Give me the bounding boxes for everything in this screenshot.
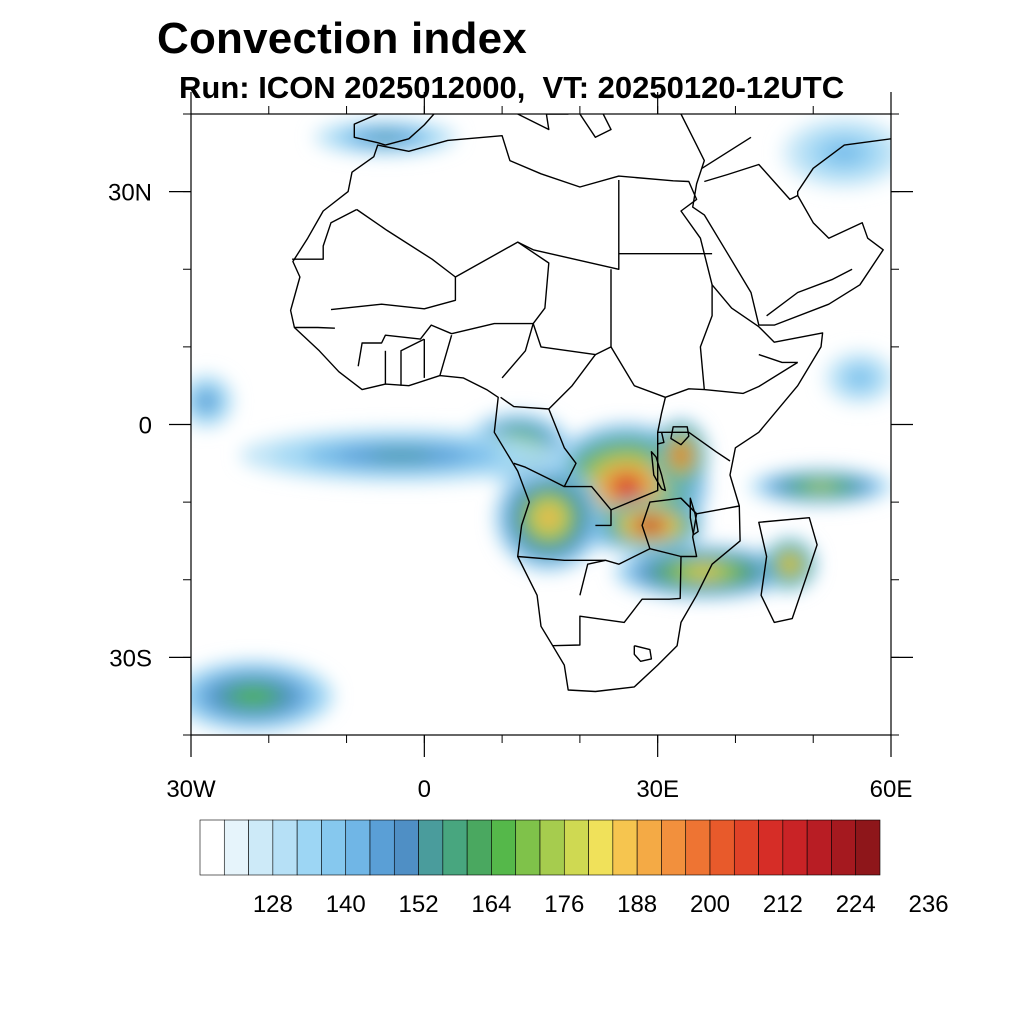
colorbar-box xyxy=(636,819,662,876)
border-line-22 xyxy=(357,322,534,367)
colorbar-box xyxy=(296,819,322,876)
border-line-28 xyxy=(766,268,853,317)
field-atlantic-west-blob-level-4 xyxy=(201,395,212,407)
border-line-2 xyxy=(330,277,457,311)
border-line-14 xyxy=(680,497,740,515)
field-indian-ocean-north-level-4 xyxy=(852,372,868,384)
colorbar-label: 176 xyxy=(544,891,584,918)
colorbar-box xyxy=(515,819,541,876)
field-south-atlantic-storm-level-4 xyxy=(237,689,270,704)
colorbar-box xyxy=(321,819,347,876)
field-north-arabia-cloud-level-4 xyxy=(831,145,857,160)
greece-coastline xyxy=(579,114,612,138)
map-frame: 30W 0 30E 60E 30N 0 30S xyxy=(108,92,913,803)
colorbar-label: 128 xyxy=(253,891,293,918)
border-line-0 xyxy=(356,180,620,278)
map-subtitle: Run: ICON 2025012000, VT: 20250120-12UTC xyxy=(179,70,845,105)
border-line-13 xyxy=(657,431,731,462)
lon-tick-label: 0 xyxy=(418,776,431,803)
colorbar-label: 152 xyxy=(399,891,439,918)
field-madagascar-east-level-4 xyxy=(784,558,796,570)
lake-tanganyika xyxy=(650,451,667,492)
colorbar-box xyxy=(831,819,857,876)
border-line-25 xyxy=(501,323,534,379)
colorbar-box xyxy=(442,819,468,876)
colorbar-box xyxy=(855,819,881,876)
map-title: Convection index xyxy=(157,14,527,63)
convection-field xyxy=(191,117,891,732)
border-line-10 xyxy=(579,559,606,596)
lake-malawi xyxy=(689,497,699,536)
colorbar-box xyxy=(661,819,687,876)
border-line-1 xyxy=(292,208,358,260)
colorbar-box xyxy=(345,819,371,876)
colorbar-label: 212 xyxy=(763,891,803,918)
colorbar-box xyxy=(369,819,395,876)
colorbar-box xyxy=(418,819,444,876)
border-line-3 xyxy=(517,241,612,356)
colorbar-box xyxy=(393,819,419,876)
colorbar-box xyxy=(806,819,832,876)
lon-tick-label: 30E xyxy=(636,776,679,803)
lat-tick-label: 0 xyxy=(139,413,152,440)
colorbar-box xyxy=(733,819,759,876)
colorbar-label: 200 xyxy=(690,891,730,918)
colorbar-box xyxy=(612,819,638,876)
arabia-coastline xyxy=(680,114,891,326)
field-zambia-malawi-hot-level-4 xyxy=(639,520,661,531)
colorbar-box xyxy=(539,819,565,876)
field-central-africa-core-level-4 xyxy=(610,474,643,500)
border-line-23 xyxy=(294,326,335,329)
colorbar-box xyxy=(248,819,274,876)
border-line-18 xyxy=(758,353,798,364)
border-line-16 xyxy=(633,645,653,662)
colorbar-box xyxy=(223,819,249,876)
border-line-26 xyxy=(704,163,799,201)
border-line-17 xyxy=(699,284,713,390)
colorbar-label: 236 xyxy=(909,891,949,918)
border-line-11 xyxy=(595,509,612,527)
colorbar-box xyxy=(563,819,589,876)
border-line-7 xyxy=(548,397,667,511)
border-line-27 xyxy=(701,136,752,169)
border-line-5 xyxy=(610,346,799,398)
colorbar-box xyxy=(272,819,298,876)
colorbar-box xyxy=(782,819,808,876)
field-blur-group xyxy=(191,117,891,732)
lat-tick-label: 30N xyxy=(108,180,152,207)
colorbar-box xyxy=(709,819,735,876)
lat-tick-label: 30S xyxy=(109,645,152,672)
field-mediterranean-band-level-4 xyxy=(371,133,400,141)
colorbar: 128 140 152 164 176 188 200 212 224 236 xyxy=(199,819,949,918)
colorbar-box xyxy=(588,819,614,876)
border-line-15 xyxy=(657,432,665,445)
colorbar-box xyxy=(685,819,711,876)
field-east-lake-region-level-4 xyxy=(675,448,687,463)
field-gulf-of-guinea-plume-level-4 xyxy=(368,450,434,461)
colorbar-label: 140 xyxy=(326,891,366,918)
colorbar-box xyxy=(466,819,492,876)
colorbar-label: 164 xyxy=(471,891,511,918)
border-line-20 xyxy=(400,338,425,386)
field-indian-ocean-streak-level-4 xyxy=(806,483,836,491)
field-angola-band-level-4 xyxy=(538,506,560,529)
colorbar-label: 224 xyxy=(836,891,876,918)
colorbar-box xyxy=(199,819,225,876)
colorbar-box xyxy=(758,819,784,876)
africa-coastline xyxy=(289,135,824,693)
lon-tick-label: 60E xyxy=(870,776,913,803)
lake-victoria xyxy=(670,426,690,446)
coastlines-borders xyxy=(289,114,891,693)
colorbar-label: 188 xyxy=(617,891,657,918)
field-mozambique-band-level-4 xyxy=(686,566,723,578)
border-line-8 xyxy=(513,462,565,488)
border-line-21 xyxy=(439,335,453,376)
colorbar-box xyxy=(491,819,517,876)
lon-tick-label: 30W xyxy=(166,776,216,803)
madagascar-coastline xyxy=(758,517,818,624)
italy-coastline xyxy=(517,114,569,131)
iberia-coastline xyxy=(353,114,435,146)
